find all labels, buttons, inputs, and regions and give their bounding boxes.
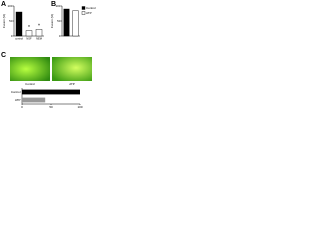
bar [35, 29, 43, 37]
x-tick-label: 0 [21, 105, 23, 109]
micrograph [10, 57, 50, 81]
y-tick-label: 0 [59, 34, 61, 38]
y-tick-label: 100 [7, 4, 12, 8]
image-label: ATP [69, 82, 75, 86]
y-tick-label: 50 [57, 19, 61, 23]
x-tick-label: NSF [26, 37, 32, 41]
bar [22, 89, 80, 95]
legend-label: ATP [86, 11, 92, 15]
annotation: * [28, 25, 30, 31]
x-tick-label: 50 [49, 105, 53, 109]
x-tick-label: NEM [36, 37, 42, 41]
panel-label: B [51, 1, 56, 8]
x-tick-label: 100 [77, 105, 82, 109]
y-axis-label: Fusion (%) [50, 14, 54, 29]
legend-swatch [81, 6, 86, 10]
y-axis-label: Fusion (%) [2, 14, 6, 29]
x-tick-label: control [15, 37, 23, 41]
legend-label: Control [86, 6, 96, 10]
panel-label: C [1, 52, 6, 59]
y-tick-label: Control [11, 90, 21, 94]
bar [63, 8, 70, 37]
bar [25, 30, 33, 37]
y-tick-label: 100 [55, 4, 60, 8]
panel-label: A [1, 1, 6, 8]
bar [22, 97, 46, 103]
y-tick-label: ATP [15, 98, 21, 102]
legend-swatch [81, 11, 86, 15]
bar [15, 11, 23, 37]
figure: A Fusion (%) 0 50 100 control NSF * NEM * B Fusion … [1, 1, 96, 109]
micrograph [52, 57, 92, 81]
image-label: Control [25, 82, 35, 86]
bar [72, 10, 79, 37]
y-tick-label: 0 [11, 34, 13, 38]
annotation: * [38, 24, 40, 30]
y-tick-label: 50 [9, 19, 13, 23]
